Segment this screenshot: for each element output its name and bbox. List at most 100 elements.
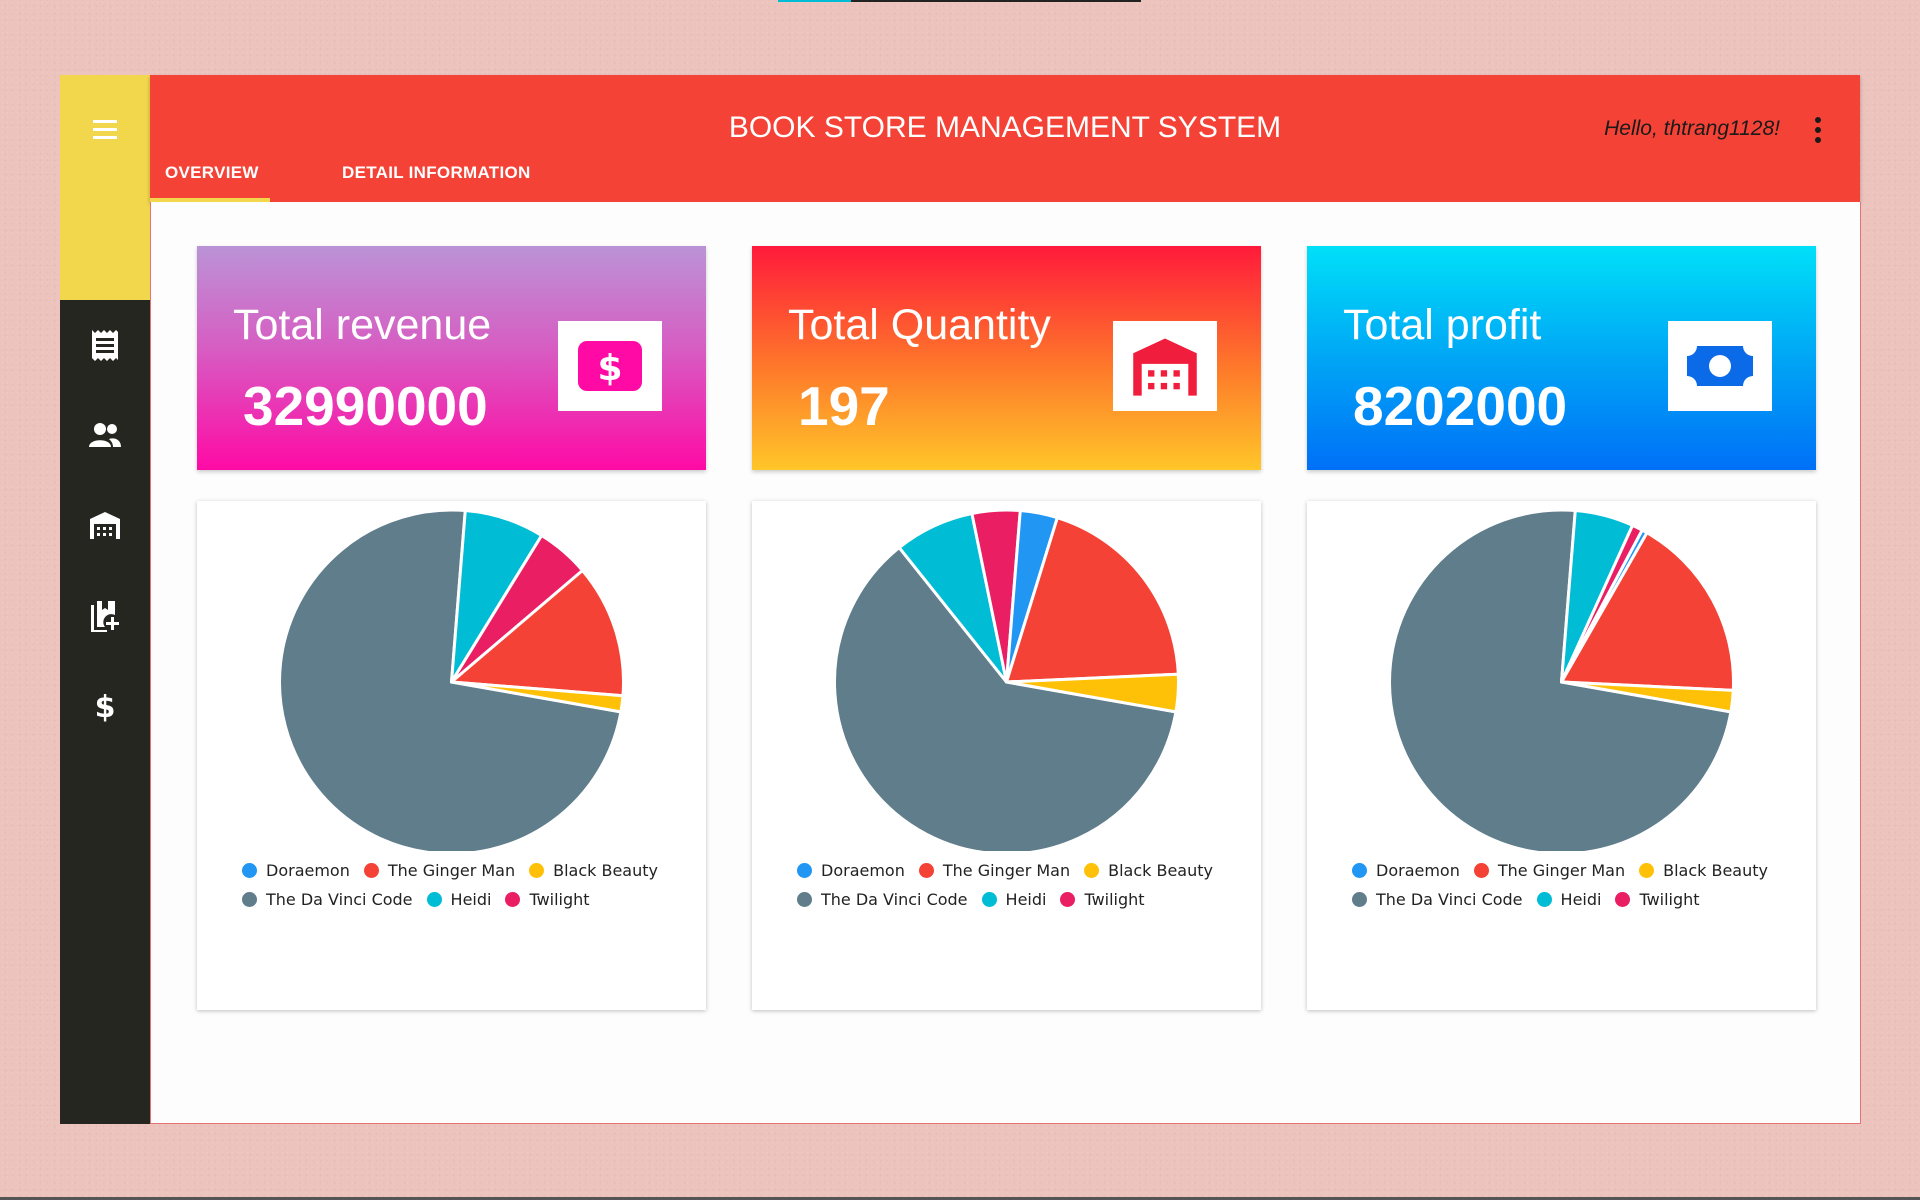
taskbar-edge <box>0 1197 1920 1200</box>
stat-card-revenue: Total revenue 32990000 $ <box>197 246 706 470</box>
pie-slice-the-ginger-man[interactable] <box>450 569 625 698</box>
legend-item-twilight[interactable]: Twilight <box>1615 890 1700 909</box>
legend-item-the-da-vinci-code[interactable]: The Da Vinci Code <box>242 890 413 909</box>
pie-slice-black-beauty[interactable] <box>1560 680 1735 714</box>
legend-label: Black Beauty <box>553 861 658 880</box>
pie-chart-quantity <box>833 508 1180 851</box>
legend-item-doraemon[interactable]: Doraemon <box>1352 861 1460 880</box>
stat-card-quantity: Total Quantity 197 <box>752 246 1261 470</box>
svg-text:$: $ <box>597 348 622 389</box>
sidebar-item-add-book[interactable] <box>80 590 130 640</box>
pie-card-quantity: Doraemon The Ginger Man Black Beauty The Da… <box>752 501 1261 1010</box>
pie-card-profit: Doraemon The Ginger Man Black Beauty The Da… <box>1307 501 1816 1010</box>
legend-swatch <box>1352 863 1367 878</box>
stat-label: Total Quantity <box>788 301 1051 349</box>
chart-legend: Doraemon The Ginger Man Black Beauty The Da… <box>1352 861 1792 919</box>
legend-item-the-ginger-man[interactable]: The Ginger Man <box>1473 861 1626 880</box>
add-book-icon <box>91 601 119 632</box>
legend-label: The Da Vinci Code <box>1376 890 1523 909</box>
legend-label: Heidi <box>1005 890 1047 909</box>
legend-label: The Da Vinci Code <box>266 890 413 909</box>
stat-label: Total profit <box>1343 301 1542 349</box>
more-options-icon[interactable] <box>1806 115 1830 145</box>
legend-swatch <box>242 892 257 907</box>
legend-swatch <box>981 892 997 907</box>
top-strip-accent <box>778 0 851 2</box>
legend-item-doraemon[interactable]: Doraemon <box>242 861 350 880</box>
sidebar-item-customers[interactable] <box>80 410 130 460</box>
pie-chart-profit <box>1388 508 1735 851</box>
legend-swatch <box>797 892 812 907</box>
receipt-icon <box>92 330 118 361</box>
sidebar-header <box>60 75 150 300</box>
legend-label: Doraemon <box>1376 861 1460 880</box>
tab-detail-information[interactable]: DETAIL INFORMATION <box>342 163 531 182</box>
legend-swatch <box>1060 892 1076 907</box>
legend-label: The Ginger Man <box>942 861 1071 880</box>
legend-item-heidi[interactable]: Heidi <box>1536 890 1601 909</box>
legend-label: Twilight <box>1639 890 1700 909</box>
sidebar-item-finance[interactable]: $ <box>80 680 130 730</box>
sidebar-item-warehouse[interactable] <box>80 500 130 550</box>
legend-swatch <box>1536 892 1552 907</box>
legend-swatch <box>1473 863 1489 878</box>
legend-swatch <box>529 863 545 878</box>
tab-overview[interactable]: OVERVIEW <box>165 163 259 182</box>
legend-item-doraemon[interactable]: Doraemon <box>797 861 905 880</box>
banknote-icon <box>1668 321 1772 411</box>
pie-slice-the-da-vinci-code[interactable] <box>833 546 1178 851</box>
legend-item-the-da-vinci-code[interactable]: The Da Vinci Code <box>1352 890 1523 909</box>
legend-item-heidi[interactable]: Heidi <box>981 890 1047 909</box>
top-strip <box>778 0 1141 2</box>
sidebar-item-receipts[interactable] <box>80 320 130 370</box>
stat-value: 197 <box>798 375 890 437</box>
legend-swatch <box>505 892 521 907</box>
legend-row: The Da Vinci Code Heidi Twilight <box>797 890 1237 919</box>
pie-slice-the-ginger-man[interactable] <box>1560 531 1735 692</box>
legend-row: Doraemon The Ginger Man Black Beauty <box>242 861 682 890</box>
app-header: BOOK STORE MANAGEMENT SYSTEM Hello, thtr… <box>150 75 1860 202</box>
legend-label: Black Beauty <box>1108 861 1213 880</box>
legend-swatch <box>918 863 934 878</box>
main-area: BOOK STORE MANAGEMENT SYSTEM Hello, thtr… <box>150 75 1861 1124</box>
chart-legend: Doraemon The Ginger Man Black Beauty The Da… <box>797 861 1237 919</box>
stat-value: 8202000 <box>1353 375 1568 437</box>
menu-icon[interactable] <box>85 110 125 150</box>
legend-item-black-beauty[interactable]: Black Beauty <box>1639 861 1768 880</box>
legend-swatch <box>363 863 379 878</box>
legend-label: The Da Vinci Code <box>821 890 968 909</box>
legend-item-the-ginger-man[interactable]: The Ginger Man <box>363 861 516 880</box>
sidebar: $ <box>60 75 150 1124</box>
svg-text:$: $ <box>95 690 116 722</box>
legend-item-heidi[interactable]: Heidi <box>426 890 491 909</box>
app-window: $ BOOK STORE MANAGEMENT SYSTEM Hello, th… <box>60 75 1861 1124</box>
pie-slice-black-beauty[interactable] <box>450 680 625 714</box>
stat-value: 32990000 <box>243 375 488 437</box>
dollar-bill-icon: $ <box>558 321 662 411</box>
legend-label: The Ginger Man <box>387 861 516 880</box>
legend-swatch <box>1352 892 1367 907</box>
pie-slice-the-ginger-man[interactable] <box>1005 516 1180 684</box>
legend-item-twilight[interactable]: Twilight <box>505 890 590 909</box>
dollar-icon: $ <box>95 690 116 722</box>
legend-swatch <box>1615 892 1631 907</box>
legend-item-black-beauty[interactable]: Black Beauty <box>1084 861 1213 880</box>
legend-item-twilight[interactable]: Twilight <box>1060 890 1145 909</box>
legend-item-the-ginger-man[interactable]: The Ginger Man <box>918 861 1071 880</box>
legend-label: Twilight <box>1084 890 1145 909</box>
legend-label: The Ginger Man <box>1497 861 1626 880</box>
active-tab-indicator <box>150 198 270 202</box>
legend-label: Doraemon <box>821 861 905 880</box>
stat-label: Total revenue <box>233 301 492 349</box>
people-icon <box>89 423 121 447</box>
legend-swatch <box>242 863 257 878</box>
warehouse-icon <box>1113 321 1217 411</box>
pie-slice-black-beauty[interactable] <box>1005 672 1180 714</box>
legend-row: The Da Vinci Code Heidi Twilight <box>242 890 682 919</box>
legend-swatch <box>1084 863 1100 878</box>
legend-row: Doraemon The Ginger Man Black Beauty <box>797 861 1237 890</box>
pie-card-revenue: Doraemon The Ginger Man Black Beauty The Da… <box>197 501 706 1010</box>
legend-row: Doraemon The Ginger Man Black Beauty <box>1352 861 1792 890</box>
legend-item-black-beauty[interactable]: Black Beauty <box>529 861 658 880</box>
legend-item-the-da-vinci-code[interactable]: The Da Vinci Code <box>797 890 968 909</box>
